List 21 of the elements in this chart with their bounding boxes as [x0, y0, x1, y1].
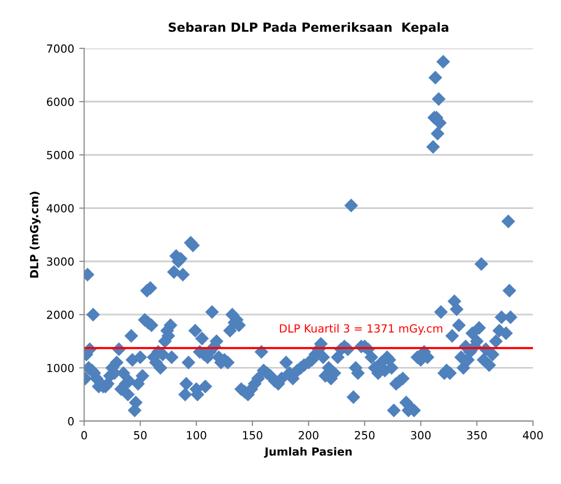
y-tick-label: 1000 [47, 364, 74, 372]
y-tick-label: 6000 [46, 98, 74, 106]
y-tick-label: 0 [68, 417, 74, 426]
y-tick-label: 4000 [46, 204, 74, 212]
y-axis-title: DLP (mGy.cm) [30, 192, 41, 278]
x-tick-label: 0 [81, 431, 87, 440]
y-tick-label: 7000 [47, 44, 74, 53]
y-tick-label: 2000 [46, 310, 74, 319]
x-tick-label: 200 [298, 431, 318, 440]
x-tick-label: 50 [134, 431, 147, 440]
x-tick-label: 300 [410, 431, 431, 440]
chart-title: Sebaran DLP Pada Pemeriksaan Kepala [168, 22, 448, 34]
x-axis-title: Jumlah Pasien [264, 447, 352, 458]
x-tick-label: 350 [467, 431, 487, 440]
y-tick-label: 5000 [47, 150, 74, 160]
x-tick-label: 250 [354, 431, 375, 440]
x-tick-label: 150 [243, 431, 262, 440]
x-tick-label: 400 [522, 431, 543, 440]
x-tick-label: 100 [186, 431, 206, 440]
ref-line-label: DLP Kuartil 3 = 1371 mGy.cm [280, 324, 442, 335]
y-tick-label: 3000 [46, 257, 74, 266]
